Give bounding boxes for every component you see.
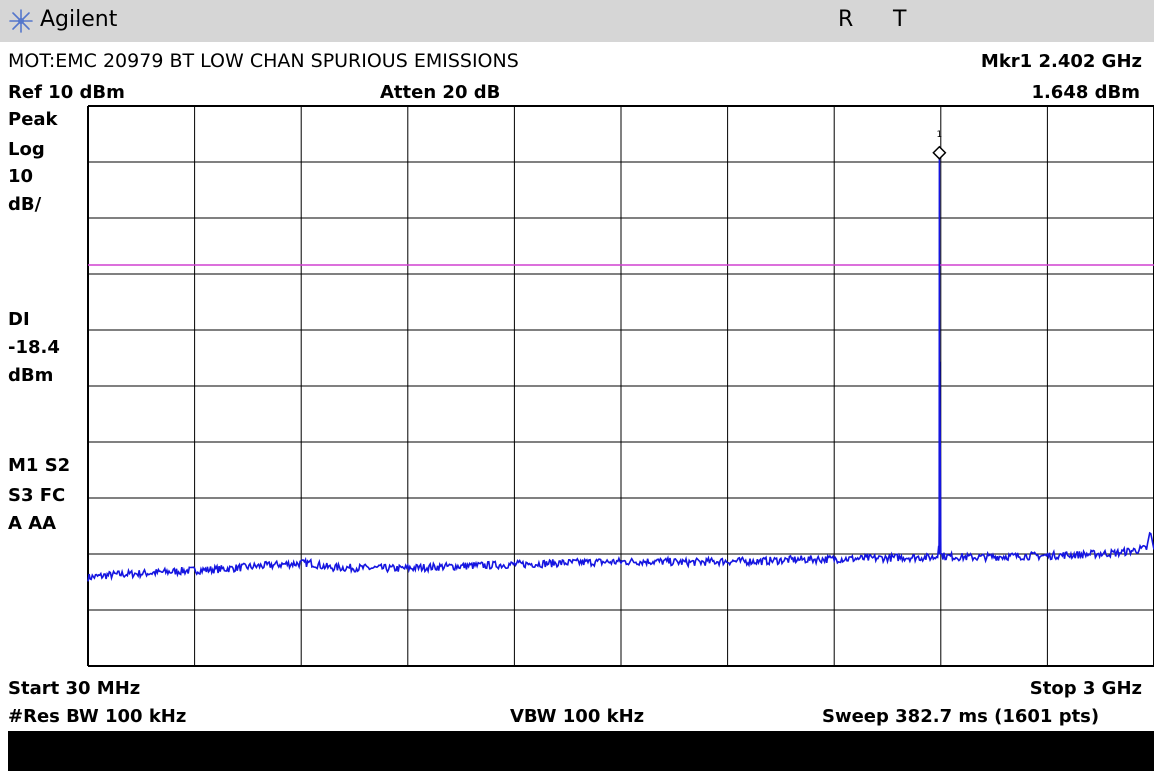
display-line-label: DI: [8, 309, 30, 330]
graticule: [87, 105, 1154, 667]
title-bar: Agilent R T: [0, 0, 1154, 42]
status-flag-t: T: [893, 7, 907, 32]
status-row-3: A AA: [8, 513, 57, 534]
attenuation: Atten 20 dB: [380, 82, 501, 103]
status-row-1: M1 S2: [8, 455, 71, 476]
display-line-value: -18.4: [8, 337, 60, 358]
stop-frequency: Stop 3 GHz: [1029, 678, 1142, 699]
resolution-bandwidth: #Res BW 100 kHz: [8, 706, 187, 727]
display-line-unit: dBm: [8, 365, 54, 386]
marker-readout: Mkr1 2.402 GHz: [980, 51, 1142, 72]
spectrum-trace: [87, 152, 1154, 582]
softkey-status-bar: [8, 731, 1154, 771]
marker-1: 1: [932, 130, 947, 160]
marker-amplitude: 1.648 dBm: [1031, 82, 1140, 103]
status-row-2: S3 FC: [8, 485, 66, 506]
brand-name: Agilent: [40, 7, 118, 32]
scale-unit-label: dB/: [8, 194, 42, 215]
sweep-info: Sweep 382.7 ms (1601 pts): [822, 706, 1100, 727]
status-flag-r: R: [838, 7, 854, 32]
video-bandwidth: VBW 100 kHz: [510, 706, 645, 727]
marker-number: 1: [936, 130, 942, 140]
start-frequency: Start 30 MHz: [8, 678, 141, 699]
ref-level: Ref 10 dBm: [8, 82, 125, 103]
measurement-title: MOT:EMC 20979 BT LOW CHAN SPURIOUS EMISS…: [8, 50, 519, 72]
agilent-spark-icon: [9, 9, 33, 33]
scale-type-label: Log: [8, 139, 45, 160]
detector-label: Peak: [8, 109, 58, 130]
marker-diamond: [932, 145, 947, 160]
scale-value-label: 10: [8, 166, 34, 187]
